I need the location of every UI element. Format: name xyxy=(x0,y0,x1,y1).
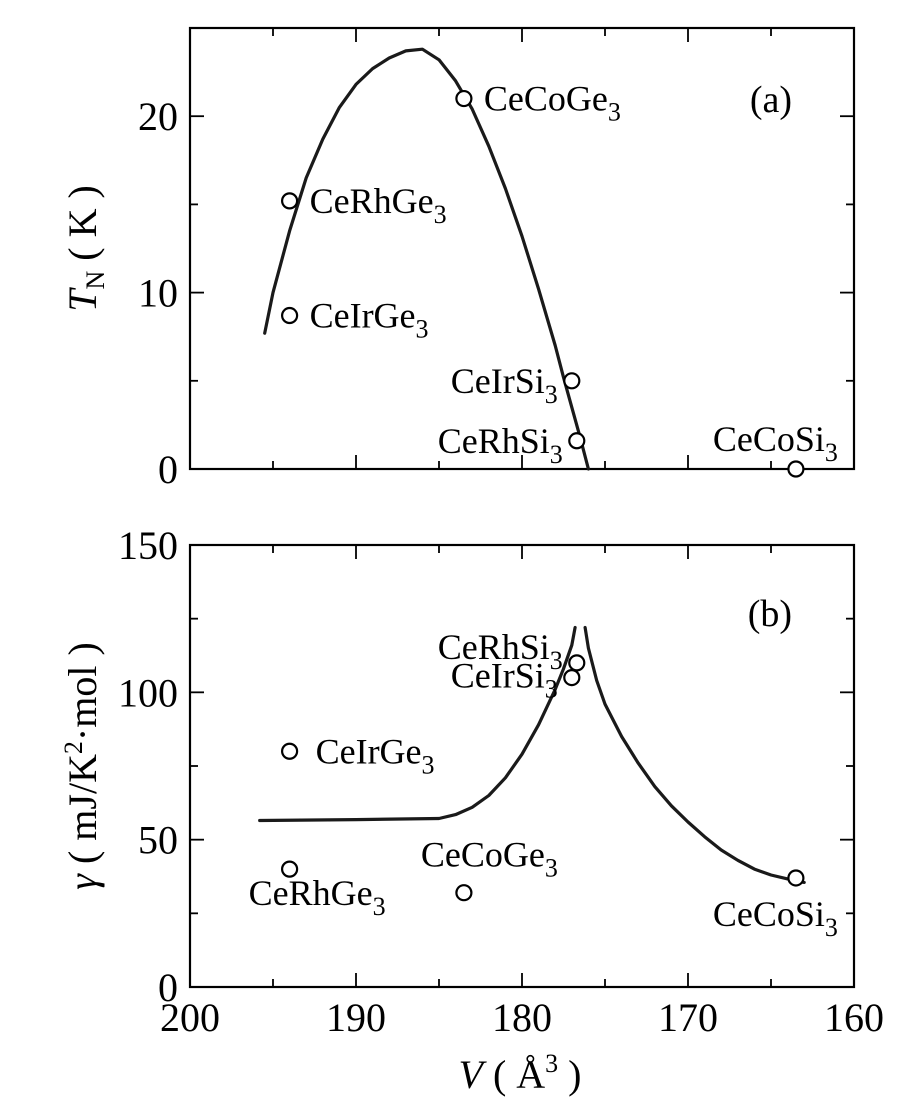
panel-a: 0 10 20 TN ( K ) (a) CeCoGe3 CeRhGe3 CeIrGe3 CeI… xyxy=(60,26,856,492)
y-tick-label: 150 xyxy=(118,523,178,568)
x-axis-label: V ( Å3 ) xyxy=(459,1049,582,1097)
data-point-label: CeIrSi3 xyxy=(451,361,558,409)
x-axis-label-text: V ( Å3 ) xyxy=(459,1049,582,1097)
data-point-label: CeRhSi3 xyxy=(438,421,563,469)
data-point xyxy=(568,654,586,672)
y-tick-label: 0 xyxy=(158,447,178,492)
data-point xyxy=(455,89,473,108)
x-tick-label: 190 xyxy=(326,995,386,1040)
fit-curve xyxy=(258,625,577,823)
panel-b: 0 50 100 150 200 190 180 170 160 γ ( mJ/K2·mol ) (… xyxy=(59,523,884,1040)
x-tick-label: 200 xyxy=(160,995,220,1040)
fit-curve xyxy=(583,625,806,884)
data-point xyxy=(563,668,581,687)
data-point-label: CeIrGe3 xyxy=(310,296,429,344)
data-point xyxy=(787,460,805,478)
y-axis-label: γ ( mJ/K2·mol ) xyxy=(59,642,105,890)
x-tick-label: 160 xyxy=(824,995,884,1040)
data-point-label: CeCoGe3 xyxy=(484,79,621,127)
data-point-label: CeRhGe3 xyxy=(249,873,386,921)
data-point xyxy=(281,306,299,325)
panel-label: (a) xyxy=(750,79,792,121)
data-point xyxy=(568,432,586,450)
y-tick-label: 100 xyxy=(118,670,178,715)
data-point xyxy=(281,192,299,210)
x-tick-label: 180 xyxy=(492,995,552,1040)
data-point xyxy=(455,884,473,902)
data-point xyxy=(787,869,805,887)
fit-curve xyxy=(263,47,590,471)
panel-label: (b) xyxy=(748,593,792,635)
data-point xyxy=(563,372,581,390)
data-point-label: CeRhSi3 xyxy=(438,627,563,675)
y-tick-label: 0 xyxy=(158,965,178,1010)
y-tick-label: 20 xyxy=(138,94,178,139)
data-point-label: CeCoSi3 xyxy=(713,894,838,942)
y-axis-label: TN ( K ) xyxy=(60,185,110,312)
data-point xyxy=(281,742,299,760)
data-point-label: CeCoGe3 xyxy=(421,835,558,883)
y-tick-label: 50 xyxy=(138,818,178,863)
x-tick-label: 170 xyxy=(658,995,718,1040)
data-point-label: CeIrGe3 xyxy=(316,731,435,779)
data-point-label: CeIrSi3 xyxy=(451,656,558,704)
y-tick-label: 10 xyxy=(138,271,178,316)
data-point-label: CeRhGe3 xyxy=(310,181,447,229)
data-point xyxy=(281,860,299,878)
data-point-label: CeCoSi3 xyxy=(713,419,838,467)
